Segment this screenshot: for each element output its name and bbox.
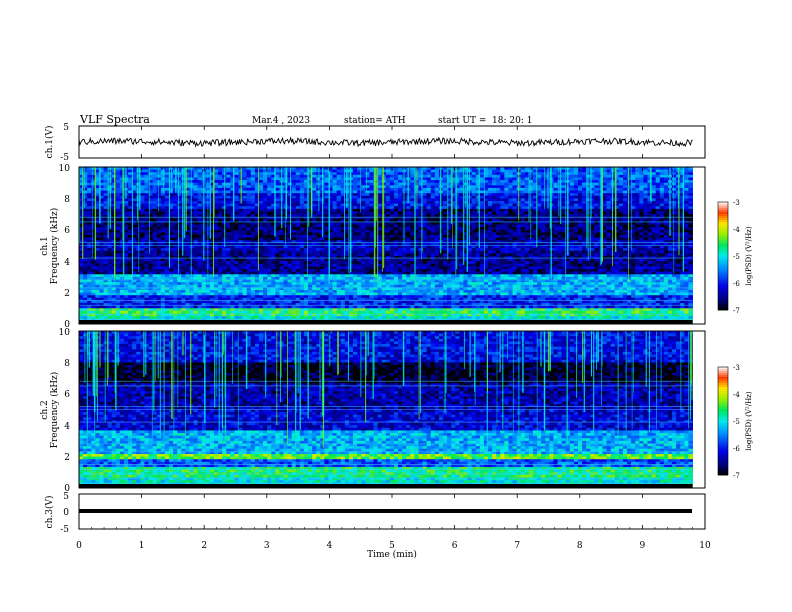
ch1-spectrogram-heatmap — [79, 167, 705, 325]
ch1-waveform-panel: 5 -5 ch.1(V) — [44, 123, 705, 163]
figure-start-label: start UT = — [438, 116, 486, 126]
ch1-ytick-5: 5 — [63, 123, 69, 133]
ch1-ytick-m5: -5 — [60, 153, 69, 163]
ch1-waveform-trace-group — [79, 138, 693, 146]
ch1-waveform-trace — [79, 138, 693, 146]
figure-title: VLF Spectra — [79, 113, 150, 126]
ch1-spectrogram-panel: 10 8 6 4 2 0 ch.1 Frequency (kHz) — [40, 164, 705, 330]
figure-date: Mar.4 , 2023 — [252, 116, 310, 126]
figure-station: station= ATH — [344, 116, 406, 126]
figure-start-time: 18: 20: 1 — [492, 116, 532, 126]
ch1-ylabel: ch.1(V) — [44, 126, 55, 159]
